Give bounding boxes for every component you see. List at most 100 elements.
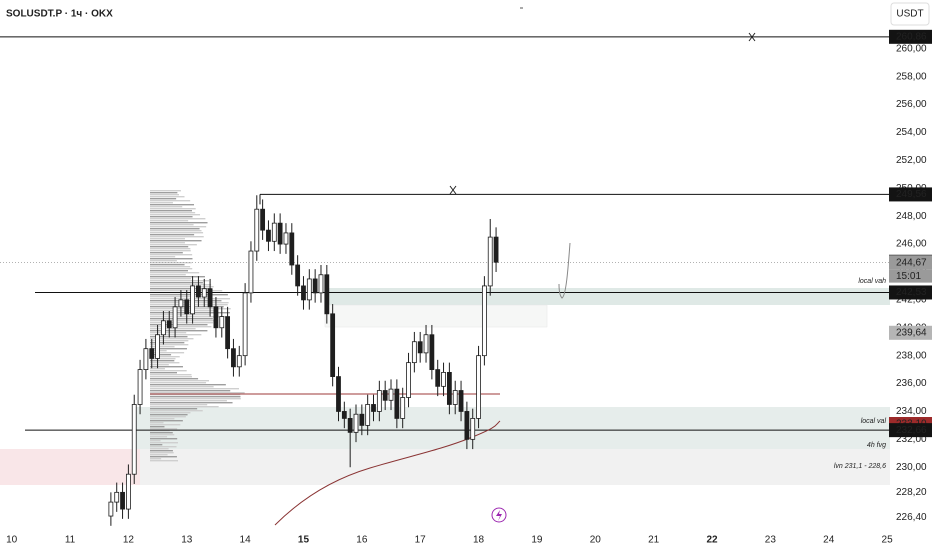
volume-profile-bar: [150, 364, 169, 366]
y-tick-label: 232,00: [896, 434, 927, 445]
candle-body: [306, 278, 312, 301]
candle-body: [336, 376, 341, 412]
volume-profile-bar: [150, 210, 193, 212]
candle-body: [353, 413, 359, 433]
volume-profile-bar: [150, 328, 196, 330]
price-badge: [889, 29, 932, 44]
volume-profile-bar: [150, 242, 185, 244]
volume-profile-bar: [150, 388, 240, 390]
volume-profile-bar: [150, 208, 196, 210]
candle-body: [266, 229, 271, 242]
volume-profile-bar: [150, 298, 231, 300]
volume-profile-bar: [150, 434, 175, 436]
volume-profile-bar: [150, 240, 202, 242]
candle-body: [108, 501, 114, 517]
candle-body: [166, 320, 172, 329]
volume-profile-bar: [150, 256, 176, 258]
lvn-zone: [0, 449, 890, 485]
volume-profile-bar: [150, 216, 193, 218]
volume-profile-bar: [150, 406, 219, 408]
volume-profile-bar: [150, 386, 214, 388]
volume-profile-bar: [150, 260, 177, 262]
volume-profile-bar: [150, 452, 174, 454]
volume-profile-bar: [150, 360, 175, 362]
x-tick-label: 13: [181, 535, 193, 546]
candle-body: [318, 274, 324, 294]
x-tick-label: 20: [590, 535, 602, 546]
volume-profile-bar: [150, 214, 201, 216]
event-icon[interactable]: [491, 507, 507, 523]
gap-zone: [324, 304, 548, 328]
x-tick-label: 25: [882, 535, 894, 546]
volume-profile-bar: [150, 204, 194, 206]
volume-profile-bar: [150, 382, 207, 384]
x-tick-label: 24: [823, 535, 835, 546]
volume-profile-bar: [150, 236, 204, 238]
volume-profile-bar: [150, 222, 208, 224]
left-zone: [0, 449, 140, 485]
volume-profile-bar: [150, 400, 227, 402]
volume-profile-bar: [150, 198, 177, 200]
candle-body: [178, 299, 184, 308]
x-tick-label: 22: [706, 535, 718, 546]
candle-body: [324, 274, 330, 315]
volume-profile-bar: [150, 384, 226, 386]
volume-profile-bar: [150, 454, 168, 456]
volume-profile-bar: [150, 250, 191, 252]
volume-profile-bar: [150, 320, 218, 322]
candle-body: [341, 411, 347, 419]
volume-profile-bar: [150, 356, 180, 358]
candle-body: [196, 285, 201, 298]
volume-profile-bar: [150, 266, 191, 268]
volume-profile-bar: [150, 396, 241, 398]
candle-body: [301, 285, 306, 301]
volume-profile-bar: [150, 224, 194, 226]
price-badge: [889, 187, 932, 202]
candle-body: [423, 334, 429, 354]
candle-body: [289, 232, 295, 266]
volume-profile-bar: [150, 282, 203, 284]
volume-profile-bar: [150, 196, 185, 198]
y-tick-label: 230,00: [896, 462, 927, 473]
volume-profile-bar: [150, 352, 185, 354]
volume-profile-bar: [150, 354, 172, 356]
x-marker: [449, 185, 457, 195]
volume-profile-bar: [150, 318, 213, 320]
candle-body: [347, 418, 353, 433]
candle-body: [446, 371, 452, 405]
price-badge-label: 239,64: [896, 327, 927, 338]
volume-profile-bar: [150, 404, 208, 406]
candle-body: [120, 491, 125, 510]
candle-body: [213, 306, 219, 329]
volume-profile-bar: [150, 192, 178, 194]
candle-body: [225, 316, 231, 350]
x-tick-label: 10: [6, 535, 18, 546]
volume-profile-bar: [150, 392, 245, 394]
volume-profile-bar: [150, 284, 212, 286]
volume-profile-bar: [150, 358, 176, 360]
price-badge-label: 242,53: [896, 287, 927, 298]
x-tick-label: 12: [123, 535, 135, 546]
candle-body: [271, 222, 277, 242]
volume-profile-bar: [150, 310, 216, 312]
volume-profile-bar: [150, 426, 165, 428]
candle-body: [155, 334, 160, 359]
candle-body: [382, 390, 388, 401]
volume-profile-bar: [150, 262, 192, 264]
x-tick-label: 11: [65, 535, 76, 546]
volume-profile-bar: [150, 398, 241, 400]
volume-profile-bar: [150, 264, 185, 266]
candle-body: [231, 348, 236, 368]
volume-profile-bar: [150, 362, 180, 364]
volume-profile-bar: [150, 332, 187, 334]
volume-profile-bar: [150, 258, 193, 260]
annotation: 4h fvg: [867, 442, 886, 449]
candle-body: [481, 285, 487, 357]
currency: USDT: [896, 9, 923, 20]
volume-profile-bar: [150, 314, 211, 316]
candle-body: [464, 411, 470, 440]
volume-profile-bar: [150, 444, 163, 446]
volume-profile-bar: [150, 416, 186, 418]
y-tick-label: 234,00: [896, 406, 927, 417]
currency-box[interactable]: [890, 2, 930, 26]
